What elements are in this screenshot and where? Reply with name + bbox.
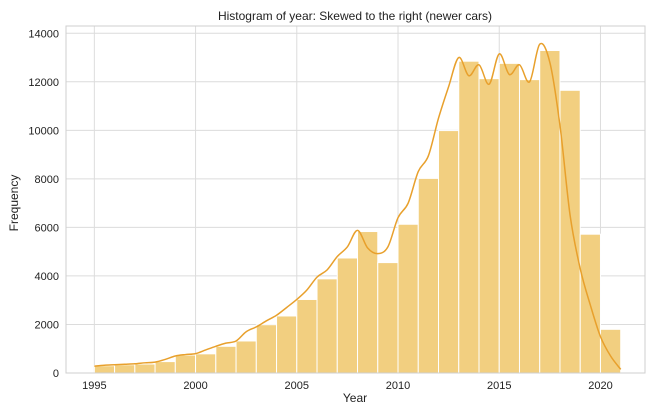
x-tick-label: 2020 xyxy=(588,380,612,392)
histogram-bar xyxy=(559,89,581,374)
y-axis-title: Frequency xyxy=(7,175,21,232)
histogram-bar xyxy=(296,298,318,374)
histogram-bar xyxy=(174,354,197,374)
histogram-bar xyxy=(478,78,500,374)
histogram-bar xyxy=(417,177,440,374)
x-tick-label: 2010 xyxy=(386,380,410,392)
histogram-bar xyxy=(518,79,541,374)
kde-line xyxy=(94,42,622,370)
histogram-bar xyxy=(276,315,298,374)
tick-labels: 1995 2000 2005 2010 2015 2020 0 2000 4000 6000 800… xyxy=(28,28,612,392)
histogram-bar xyxy=(195,353,217,374)
y-tick-label: 6000 xyxy=(35,222,59,234)
axes-spines xyxy=(65,25,646,374)
histogram-bar xyxy=(114,364,136,374)
histogram-bar xyxy=(235,340,257,374)
histogram-bar xyxy=(458,60,480,374)
x-axis-title: Year xyxy=(343,391,367,405)
histogram-bar xyxy=(397,223,419,374)
kde-curve-layer xyxy=(94,42,622,370)
x-tick-label: 1995 xyxy=(82,380,106,392)
y-tick-label: 8000 xyxy=(35,174,59,186)
x-tick-label: 2015 xyxy=(487,380,511,392)
y-tick-label: 12000 xyxy=(28,77,59,89)
x-tick-label: 2000 xyxy=(183,380,207,392)
histogram-bar xyxy=(255,324,278,374)
histogram-bar xyxy=(498,62,520,374)
y-tick-label: 2000 xyxy=(35,319,59,331)
y-tick-label: 0 xyxy=(53,368,59,380)
histogram-bar xyxy=(438,130,460,374)
histogram-bar xyxy=(154,361,176,374)
y-tick-label: 10000 xyxy=(28,125,59,137)
histogram-bar xyxy=(93,365,116,374)
histogram-bar xyxy=(134,363,156,374)
y-tick-label: 4000 xyxy=(35,271,59,283)
y-tick-label: 14000 xyxy=(28,28,59,40)
histogram-bar xyxy=(336,257,359,374)
histogram-bar xyxy=(316,278,338,374)
histogram-bar xyxy=(215,345,237,374)
plot-frame xyxy=(65,25,646,374)
histogram-bar xyxy=(377,262,399,374)
x-tick-label: 2005 xyxy=(285,380,309,392)
chart-title: Histogram of year: Skewed to the right (… xyxy=(218,9,492,23)
